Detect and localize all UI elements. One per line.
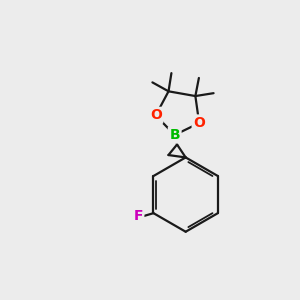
Text: B: B (169, 128, 180, 142)
Text: O: O (150, 108, 162, 122)
Text: F: F (133, 209, 143, 223)
Text: O: O (193, 116, 205, 130)
